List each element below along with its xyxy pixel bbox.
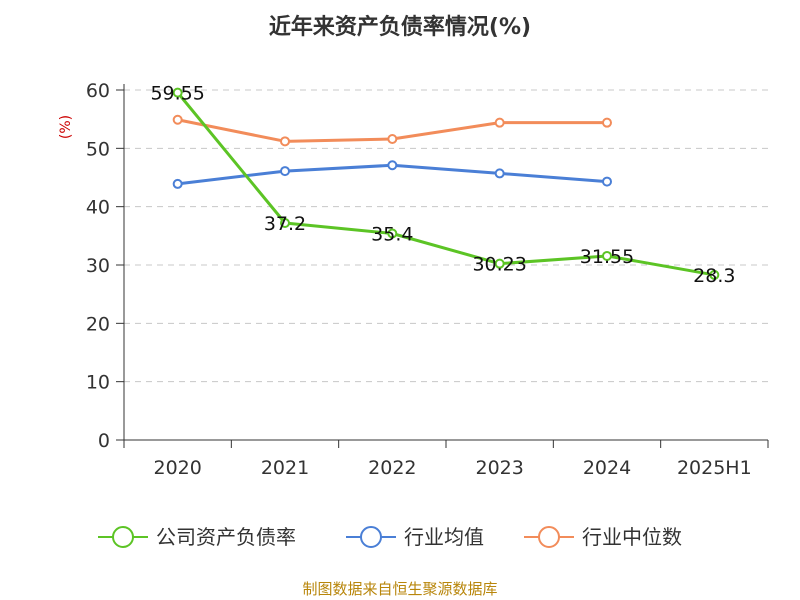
x-tick-label: 2022 — [368, 457, 416, 479]
data-point — [387, 160, 398, 171]
data-point — [172, 114, 183, 125]
axes: 0 10 20 30 40 50 60 2020 2021 2022 2023 2024 2025H1 — [86, 80, 769, 479]
legend[interactable]: 公司资产负债率 行业均值 行业中位数 — [98, 525, 682, 549]
data-label: 35.4 — [371, 224, 413, 246]
data-label: 59.55 — [150, 83, 204, 105]
data-point — [602, 176, 612, 187]
data-point — [494, 117, 505, 128]
legend-marker — [112, 526, 134, 548]
source-note: 制图数据来自恒生聚源数据库 — [302, 580, 497, 598]
legend-item[interactable]: 行业中位数 — [524, 525, 682, 549]
x-tick-label: 2025H1 — [677, 457, 752, 479]
y-tick-label: 60 — [86, 80, 110, 102]
y-tick-label: 20 — [86, 313, 110, 335]
data-point — [280, 218, 290, 228]
data-label: 28.3 — [693, 265, 735, 287]
legend-item[interactable]: 行业均值 — [346, 525, 484, 549]
chart-title: 近年来资产负债率情况(%) — [269, 14, 531, 40]
legend-label: 行业中位数 — [582, 525, 682, 549]
y-tick-label: 40 — [86, 197, 110, 219]
legend-item[interactable]: 公司资产负债率 — [98, 525, 296, 549]
x-tick-label: 2024 — [583, 457, 631, 479]
y-tick-label: 30 — [86, 255, 110, 277]
y-tick-label: 10 — [86, 372, 110, 394]
legend-label: 行业均值 — [404, 525, 484, 549]
x-tick-label: 2020 — [153, 457, 201, 479]
data-labels: 59.55 37.2 35.4 30.23 31.55 28.3 — [150, 83, 735, 287]
data-point — [602, 117, 612, 128]
data-point — [172, 87, 183, 98]
y-axis-label: (%) — [58, 115, 74, 139]
series-layer — [172, 87, 720, 280]
y-tick-label: 50 — [86, 138, 110, 160]
legend-marker — [538, 526, 560, 548]
x-tick-label: 2023 — [475, 457, 523, 479]
legend-marker — [360, 526, 382, 548]
series-line — [176, 91, 715, 277]
data-point — [280, 136, 290, 147]
grid — [124, 89, 768, 383]
legend-label: 公司资产负债率 — [156, 525, 296, 549]
data-label: 30.23 — [472, 254, 526, 276]
data-label: 31.55 — [580, 246, 634, 268]
data-point — [387, 228, 398, 239]
data-point — [387, 134, 398, 144]
data-point — [709, 269, 720, 280]
data-point — [494, 168, 505, 179]
x-tick-label: 2021 — [261, 457, 309, 479]
data-point — [602, 250, 612, 261]
data-label: 37.2 — [264, 213, 306, 235]
data-point — [172, 178, 183, 189]
data-point — [494, 258, 505, 269]
y-tick-label: 0 — [98, 430, 110, 452]
data-point — [280, 166, 290, 177]
